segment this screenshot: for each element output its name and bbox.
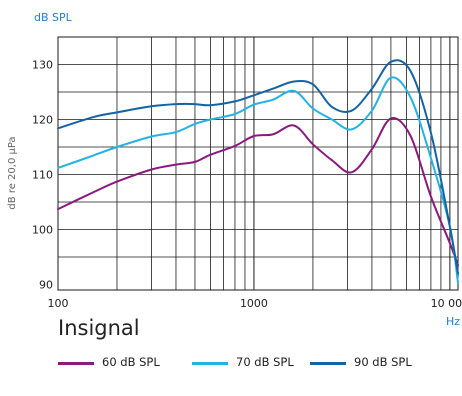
x-unit-label: Hz <box>446 315 460 328</box>
series-lines <box>57 59 459 284</box>
grid <box>57 36 459 291</box>
legend-swatch <box>192 362 228 365</box>
legend-label: 70 dB SPL <box>236 355 294 369</box>
x-tick-label: 100 <box>48 297 69 310</box>
legend-label: 60 dB SPL <box>102 355 160 369</box>
series-line-2 <box>57 76 459 284</box>
legend-swatch <box>58 362 94 365</box>
x-tick-label: 10 000 <box>431 297 462 310</box>
series-line-3 <box>57 59 459 275</box>
y-tick-label: 120 <box>32 114 53 127</box>
y-tick-label: 130 <box>32 59 53 72</box>
x-tick-label: 1000 <box>240 297 268 310</box>
legend-label: 90 dB SPL <box>354 355 412 369</box>
chart-title: Insignal <box>58 316 140 340</box>
y-tick-label: 100 <box>32 224 53 237</box>
y-tick-label: 110 <box>32 169 53 182</box>
y-axis-label: dB re 20,0 µPa <box>7 136 18 209</box>
y-tick-label: 90 <box>39 279 53 292</box>
legend-swatch <box>310 362 346 365</box>
plot-frame <box>57 36 459 291</box>
y-unit-label: dB SPL <box>34 11 73 24</box>
series-line-1 <box>57 117 459 267</box>
tick-labels: 90 100 110 120 130 100 1000 10 000 <box>32 59 462 311</box>
